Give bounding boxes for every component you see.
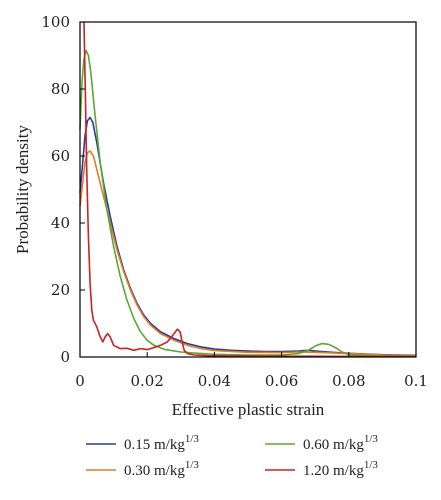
series-line-3: [79, 49, 417, 358]
legend-label-2: 0.30 m/kg1/3: [124, 459, 199, 479]
x-tick-label: 0.02: [130, 372, 163, 390]
series-line-4: [83, 21, 417, 358]
legend-label-3: 0.60 m/kg1/3: [303, 433, 378, 453]
legend: 0.15 m/kg1/3 0.30 m/kg1/3 0.60 m/kg1/3 1.20…: [86, 433, 378, 479]
series-layer: [79, 21, 417, 358]
y-tick-label: 0: [60, 348, 70, 366]
x-axis-label: Effective plastic strain: [172, 400, 325, 419]
x-tick-label: 0.04: [198, 372, 231, 390]
legend-label-1: 0.15 m/kg1/3: [124, 433, 199, 453]
x-tick-label: 0.06: [265, 372, 298, 390]
series-line-2: [79, 150, 417, 357]
y-axis-label: Probability density: [13, 125, 32, 254]
y-tick-label: 60: [51, 147, 70, 165]
y-tick-label: 80: [51, 80, 70, 98]
ticks-layer: 0 0.02 0.04 0.06 0.08 0.1 0 20 40 60 80 100: [41, 13, 428, 390]
legend-label-4: 1.20 m/kg1/3: [303, 459, 378, 479]
x-tick-label: 0.1: [404, 372, 428, 390]
y-tick-label: 20: [51, 281, 70, 299]
series-line-1: [79, 116, 417, 357]
y-tick-label: 100: [41, 13, 70, 31]
y-tick-label: 40: [51, 214, 70, 232]
x-tick-label: 0.08: [332, 372, 365, 390]
plot-frame: [79, 21, 417, 358]
x-tick-label: 0: [75, 372, 85, 390]
